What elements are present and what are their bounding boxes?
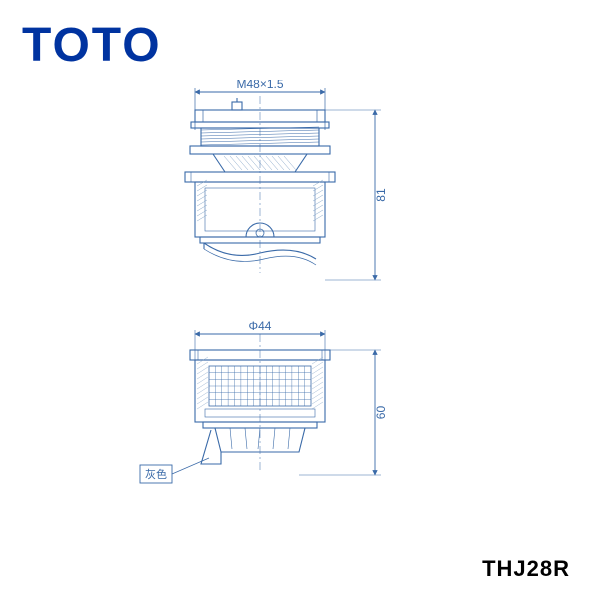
- svg-text:灰色: 灰色: [145, 467, 167, 481]
- technical-drawing-top: M48×1.5 81: [0, 80, 600, 360]
- svg-text:Φ44: Φ44: [249, 320, 272, 333]
- svg-text:81: 81: [374, 188, 388, 202]
- svg-text:M48×1.5: M48×1.5: [236, 80, 283, 91]
- svg-text:60: 60: [374, 406, 388, 420]
- brand-logo: TOTO: [22, 18, 162, 73]
- technical-drawing-bottom: Φ44 灰色 60: [0, 320, 600, 570]
